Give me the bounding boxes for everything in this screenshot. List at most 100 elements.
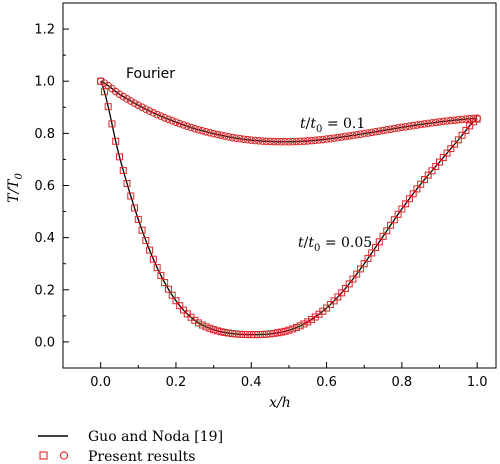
present-square-marker [108,120,116,128]
annotation-curve-0-1-sep: / [306,116,311,132]
present-square-marker [168,291,176,299]
present-circle-marker [251,136,259,145]
y-tick-label: 0.4 [34,231,55,246]
present-circle-marker [142,105,150,113]
present-square-marker [100,88,108,96]
x-axis-var: x [269,395,277,411]
annotation-curve-0-1-sub: 0 [316,124,322,135]
present-square-marker [413,185,421,193]
present-square-marker [289,325,297,333]
present-square-marker [146,246,154,254]
present-circle-marker [386,125,395,134]
present-circle-marker [300,137,308,145]
present-square-marker [330,297,338,305]
present-square-marker [142,236,150,244]
present-circle-marker [375,127,384,135]
present-square-marker [164,285,172,293]
present-circle-marker [157,112,165,121]
present-square-marker [112,137,120,145]
present-circle-marker [443,117,451,125]
present-square-marker [387,221,395,229]
present-circle-marker [239,135,248,144]
present-circle-marker [258,137,267,145]
present-circle-marker [126,97,135,105]
present-square-marker [281,327,289,335]
present-square-marker [405,195,413,203]
present-circle-marker [349,131,357,140]
present-square-marker [131,204,139,212]
present-circle-marker [183,122,192,131]
present-square-marker [417,180,425,188]
present-circle-marker [307,136,316,145]
present-square-marker [394,210,402,218]
present-circle-marker [394,124,402,132]
present-circle-marker [371,127,380,136]
present-circle-marker [277,137,286,146]
present-circle-marker [209,129,218,138]
present-circle-marker [330,134,338,142]
present-square-marker [379,232,387,240]
y-axis-sub: 0 [14,172,25,179]
present-circle-marker [424,119,433,128]
present-square-marker [243,331,251,339]
present-square-marker [424,171,432,179]
present-circle-marker [153,110,161,119]
present-circle-marker [364,129,372,137]
present-circle-marker [168,116,176,125]
annotation-curve-0-1: t/t0 = 0.1 [300,116,365,135]
reference-curve-0-05 [100,80,478,336]
present-circle-marker [401,122,410,131]
present-markers [96,77,481,339]
y-tick-label: 0.6 [34,179,55,194]
present-circle-marker [360,129,369,138]
annotation-curve-0-05: t/t0 = 0.05 [298,235,372,254]
present-circle-marker [130,99,139,107]
x-axis-sep: / [275,395,283,411]
present-square-marker [356,265,364,273]
present-square-marker [454,136,462,144]
present-circle-marker [254,137,263,145]
present-circle-marker [232,134,240,142]
present-circle-marker [243,135,252,144]
present-square-marker [270,329,278,337]
present-circle-marker [228,133,237,142]
present-square-marker [383,227,391,235]
present-circle-marker [217,131,225,140]
present-circle-marker [123,95,131,103]
y-tick-label: 0.8 [34,127,55,142]
present-circle-marker [315,136,323,144]
present-circle-marker [431,118,440,127]
present-square-marker [236,330,244,338]
present-circle-marker [149,109,158,117]
present-square-marker [247,331,255,339]
axis-ticks: 0.0 0.2 0.4 0.6 0.8 1.0 0.0 0.2 0.4 0.6 0.8 1.0 1.2 [34,23,487,390]
present-circle-marker [326,134,335,143]
present-square-marker [451,140,459,148]
present-circle-marker [352,130,361,139]
present-square-marker [210,326,218,334]
present-circle-marker [447,116,455,125]
present-circle-marker [266,137,274,146]
present-circle-marker [224,133,233,141]
present-square-marker [104,103,112,111]
present-circle-marker [428,119,436,127]
present-circle-marker [247,136,256,144]
x-tick-label: 0.0 [90,375,111,390]
present-circle-marker [221,132,229,140]
present-circle-marker [164,115,173,124]
present-square-marker [149,255,157,263]
present-square-marker [353,270,361,278]
present-circle-marker [285,137,293,146]
y-tick-label: 0.2 [34,283,55,298]
y-axis-title: T/T0 [6,172,25,202]
present-circle-marker [273,137,282,146]
present-circle-marker [435,118,444,126]
present-square-marker [341,284,349,292]
present-circle-marker [458,115,466,124]
present-square-marker [221,328,229,336]
present-circle-marker [416,120,425,129]
annotation-curve-0-1-value: = 0.1 [322,116,365,132]
present-circle-marker [367,128,376,137]
annotation-curve-0-05-t: t [298,235,304,251]
